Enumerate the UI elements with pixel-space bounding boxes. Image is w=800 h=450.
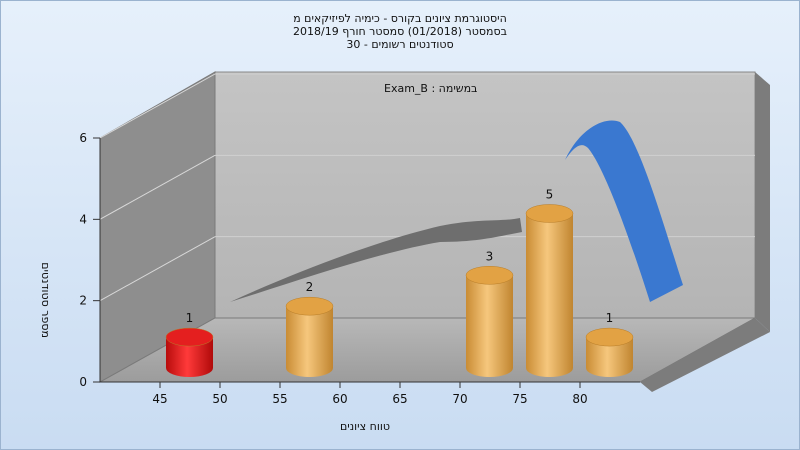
- bar-value-label: 1: [606, 311, 614, 325]
- x-tick-label: 45: [152, 392, 167, 406]
- bar-value-label: 5: [546, 187, 554, 201]
- x-tick-label: 55: [272, 392, 287, 406]
- bar-70-75: [465, 266, 514, 377]
- x-tick-label: 75: [512, 392, 527, 406]
- gridline-left-2: [99, 236, 216, 302]
- chart-title-line-3: סטודנטים רשומים - 30: [346, 38, 454, 51]
- curve-ribbon-grey: [230, 218, 522, 302]
- y-tick-label: 0: [79, 375, 87, 389]
- bar-value-label: 1: [186, 311, 194, 325]
- curve-ribbon-blue: [565, 120, 683, 303]
- x-tick-label: 80: [572, 392, 587, 406]
- bar-top: [585, 327, 634, 347]
- bar-80-85: [585, 327, 634, 377]
- bar-55-60: [285, 296, 334, 377]
- bar-body: [466, 275, 513, 377]
- bar-75-80: [525, 204, 574, 377]
- x-tick-label: 50: [212, 392, 227, 406]
- right-edge-shadow: [755, 72, 770, 332]
- y-tick-label: 2: [79, 294, 87, 308]
- bar-body: [526, 213, 573, 377]
- x-tick-label: 70: [452, 392, 467, 406]
- x-tick-label: 60: [332, 392, 347, 406]
- bar-value-label: 2: [306, 280, 314, 294]
- bar-body: [586, 337, 633, 377]
- bar-top: [525, 204, 574, 223]
- bar-45-50: [165, 327, 214, 377]
- bar-body: [286, 306, 333, 377]
- y-axis-title: מספר סטודנטים: [39, 262, 52, 338]
- bar-top: [465, 266, 514, 285]
- bar-value-label: 3: [486, 249, 494, 263]
- y-tick-label: 4: [79, 212, 87, 226]
- bar-body: [166, 337, 213, 377]
- bar-top: [165, 327, 214, 347]
- gridline-left-6: [99, 73, 216, 139]
- y-tick-label: 6: [79, 131, 87, 145]
- gridline-left-4: [99, 154, 216, 220]
- chart-subtitle: במשימה : Exam_B: [384, 82, 478, 95]
- chart-title-line-1: היסטוגרמת ציונים בקורס - כימיה לפיזיקאים…: [293, 12, 507, 25]
- bottom-edge-shadow: [640, 318, 770, 392]
- bar-top: [285, 296, 334, 316]
- x-tick-label: 65: [392, 392, 407, 406]
- x-axis-title: טווח ציונים: [340, 420, 390, 433]
- chart-title-line-2: בסמסטר (01/2018) סמסטר חורף 2018/19: [293, 25, 507, 38]
